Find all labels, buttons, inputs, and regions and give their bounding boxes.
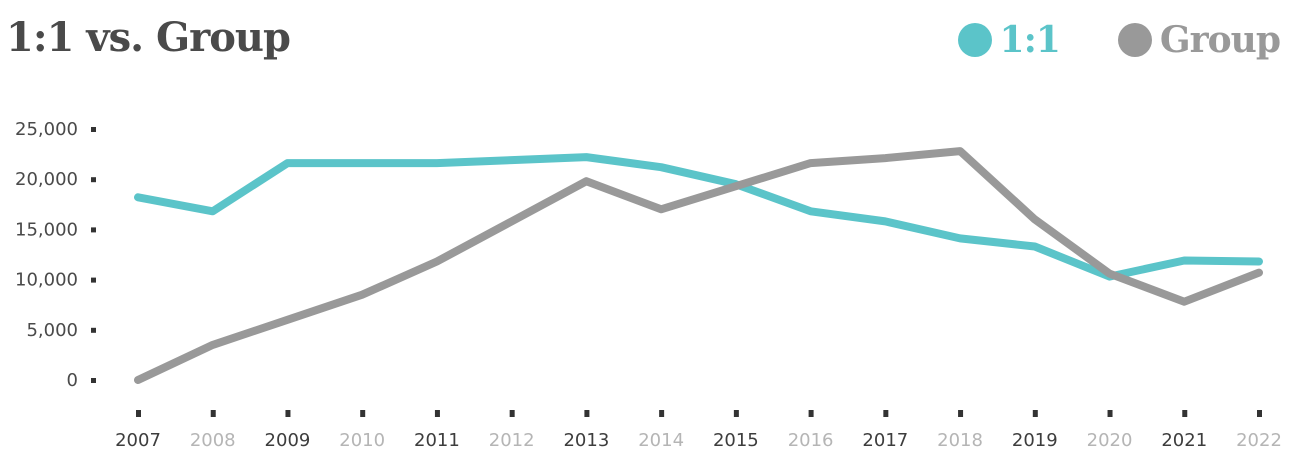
x-tick-label: 2015 — [713, 430, 759, 451]
x-tick-mark — [509, 410, 515, 417]
x-tick-label: 2017 — [862, 430, 908, 451]
x-tick-mark — [434, 410, 440, 417]
x-tick-mark — [808, 410, 814, 417]
y-tick-mark — [91, 327, 96, 333]
y-tick-label: 5,000 — [26, 320, 78, 341]
series-line-1on1 — [134, 153, 1263, 281]
x-tick-mark — [733, 410, 739, 417]
x-tick-label: 2009 — [265, 430, 311, 451]
x-tick-label: 2011 — [414, 430, 460, 451]
y-tick-label: 20,000 — [15, 169, 78, 190]
legend-swatch-1on1 — [957, 23, 992, 57]
y-tick-mark — [91, 127, 96, 132]
x-tick-mark — [659, 410, 665, 417]
y-tick-label: 0 — [67, 370, 78, 391]
x-tick-mark — [1107, 410, 1113, 417]
x-tick-mark — [360, 410, 366, 417]
x-tick-label: 2016 — [788, 430, 834, 451]
x-tick-mark — [1257, 410, 1262, 417]
x-tick-label: 2019 — [1012, 430, 1058, 451]
x-tick-label: 2013 — [563, 430, 609, 451]
x-tick-mark — [958, 410, 964, 417]
x-tick-mark — [584, 410, 590, 417]
x-tick-mark — [883, 410, 889, 417]
x-tick-label: 2014 — [638, 430, 684, 451]
x-tick-label: 2007 — [115, 430, 161, 451]
y-tick-mark — [91, 177, 96, 183]
y-tick-label: 25,000 — [15, 119, 78, 140]
legend: 1:1 Group — [900, 10, 1281, 70]
x-tick-label: 2008 — [190, 430, 236, 451]
x-tick-label: 2020 — [1087, 430, 1133, 451]
legend-label-1on1: 1:1 — [999, 19, 1061, 61]
x-tick-mark — [210, 410, 216, 417]
x-tick-label: 2021 — [1161, 430, 1207, 451]
x-tick-label: 2018 — [937, 430, 983, 451]
x-tick-mark — [1182, 410, 1188, 417]
x-tick-label: 2022 — [1236, 430, 1282, 451]
y-tick-label: 10,000 — [15, 270, 78, 291]
x-tick-mark — [285, 410, 291, 417]
legend-item-1on1: 1:1 — [957, 19, 1061, 61]
x-tick-label: 2012 — [489, 430, 535, 451]
y-tick-mark — [91, 277, 96, 283]
x-tick-mark — [1032, 410, 1038, 417]
x-tick-mark — [136, 410, 141, 417]
y-tick-mark — [91, 227, 96, 233]
x-tick-label: 2010 — [339, 430, 385, 451]
series-line-group — [134, 147, 1263, 384]
legend-swatch-group — [1117, 23, 1152, 57]
y-tick-label: 15,000 — [15, 219, 78, 240]
chart-title: 1:1 vs. Group — [6, 14, 291, 61]
y-tick-mark — [91, 378, 96, 383]
legend-item-group: Group — [1117, 19, 1281, 61]
legend-label-group: Group — [1159, 19, 1281, 61]
